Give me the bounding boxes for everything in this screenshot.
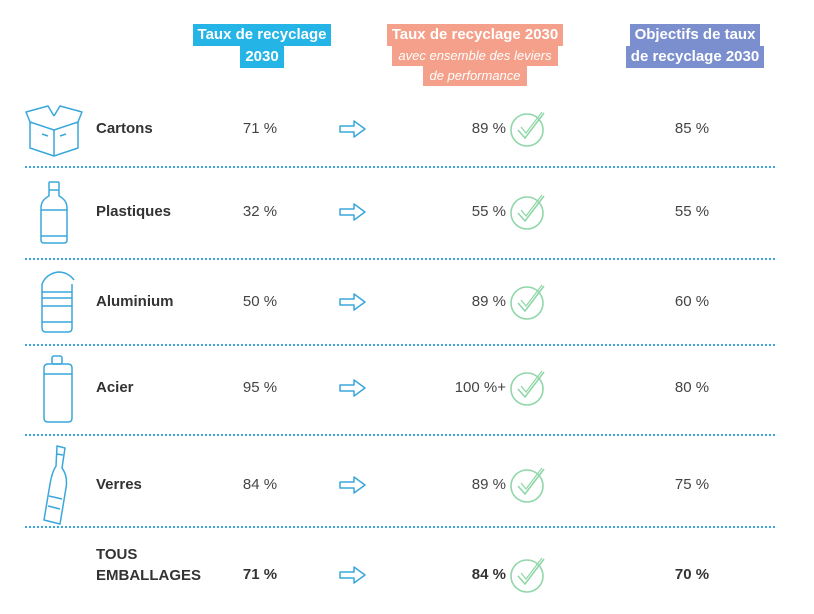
projected-rate: 89 % [471, 120, 506, 137]
target-rate: 85 % [674, 120, 710, 137]
target-rate: 60 % [674, 293, 710, 310]
row-divider [25, 166, 775, 168]
arrow-right-icon [339, 566, 366, 584]
row-label: Plastiques [96, 203, 172, 220]
arrow-right-icon [339, 476, 366, 494]
projected-rate: 55 % [471, 203, 506, 220]
table-row: Verres 84 % 89 % 75 % [0, 436, 814, 526]
header-current-rate-line2: 2030 [240, 46, 284, 68]
table-row: Aluminium 50 % 89 % 60 % [0, 260, 814, 344]
row-divider [25, 344, 775, 346]
header-projected-rate: Taux de recyclage 2030 avec ensemble des… [384, 24, 566, 86]
glass-bottle-icon [43, 445, 68, 525]
header-current-rate: Taux de recyclage 2030 [188, 24, 336, 68]
table-row: Cartons 71 % 89 % 85 % [0, 100, 814, 166]
steel-can-icon [43, 355, 73, 423]
arrow-right-icon [339, 293, 366, 311]
current-rate: 95 % [242, 379, 278, 396]
table-row: Acier 95 % 100 %+ 80 % [0, 346, 814, 434]
check-circle-icon [510, 111, 545, 147]
total-label-line1: TOUS [96, 546, 138, 563]
row-label: Cartons [96, 120, 153, 137]
aluminium-can-icon [41, 271, 75, 333]
current-rate: 50 % [242, 293, 278, 310]
total-label: TOUS EMBALLAGES [96, 544, 201, 586]
total-target-rate: 70 % [674, 566, 710, 583]
row-label: Verres [96, 476, 142, 493]
target-rate: 75 % [674, 476, 710, 493]
target-rate: 55 % [674, 203, 710, 220]
current-rate: 32 % [242, 203, 278, 220]
projected-rate: 100 %+ [454, 379, 506, 396]
row-divider [25, 526, 775, 528]
row-label: Aluminium [96, 293, 174, 310]
header-projected-rate-sub2: de performance [423, 66, 527, 86]
arrow-right-icon [339, 379, 366, 397]
header-projected-rate-sub1: avec ensemble des leviers [392, 46, 558, 66]
projected-rate: 89 % [471, 293, 506, 310]
check-circle-icon [510, 194, 545, 230]
header-current-rate-line1: Taux de recyclage [192, 24, 332, 46]
header-target-rate-line1: Objectifs de taux [629, 24, 761, 46]
total-current-rate: 71 % [242, 566, 278, 583]
header-projected-rate-line1: Taux de recyclage 2030 [386, 24, 564, 46]
current-rate: 84 % [242, 476, 278, 493]
check-circle-icon [510, 284, 545, 320]
total-label-line2: EMBALLAGES [96, 567, 201, 584]
current-rate: 71 % [242, 120, 278, 137]
check-circle-icon [510, 467, 545, 503]
box-icon [25, 105, 83, 157]
row-divider [25, 258, 775, 260]
header-target-rate-line2: de recyclage 2030 [625, 46, 765, 68]
check-circle-icon [510, 370, 545, 406]
target-rate: 80 % [674, 379, 710, 396]
check-circle-icon [510, 557, 545, 593]
header-target-rate: Objectifs de taux de recyclage 2030 [618, 24, 772, 68]
total-projected-rate: 84 % [471, 566, 506, 583]
projected-rate: 89 % [471, 476, 506, 493]
table-row: Plastiques 32 % 55 % 55 % [0, 168, 814, 258]
row-divider [25, 434, 775, 436]
row-label: Acier [96, 379, 134, 396]
plastic-bottle-icon [40, 181, 68, 244]
arrow-right-icon [339, 203, 366, 221]
total-row: TOUS EMBALLAGES 71 % 84 % 70 % [0, 530, 814, 610]
arrow-right-icon [339, 120, 366, 138]
